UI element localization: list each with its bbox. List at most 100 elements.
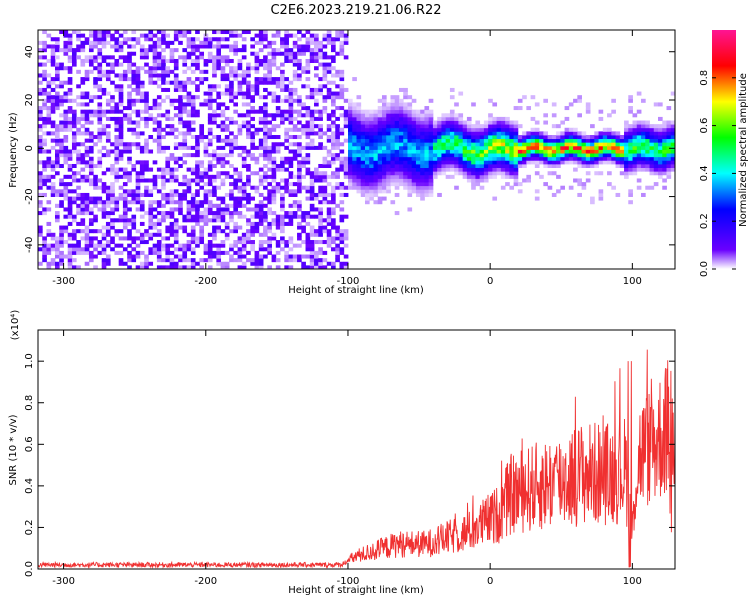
heatmap-cell xyxy=(449,138,455,143)
heatmap-cell xyxy=(645,167,650,172)
heatmap-cell xyxy=(390,182,396,187)
heatmap-cell xyxy=(156,124,162,129)
heatmap-cell xyxy=(360,120,366,125)
heatmap-cell xyxy=(305,37,311,42)
heatmap-cell xyxy=(297,189,302,194)
heatmap-cell xyxy=(454,163,459,168)
heatmap-cell xyxy=(42,138,47,143)
heatmap-cell xyxy=(318,218,323,223)
heatmap-cell xyxy=(195,182,200,187)
heatmap-cell xyxy=(407,106,413,111)
heatmap-cell xyxy=(237,240,243,245)
heatmap-cell xyxy=(88,95,94,100)
heatmap-cell xyxy=(280,240,285,245)
heatmap-cell xyxy=(335,258,340,263)
y-tick-label: 0.0 xyxy=(24,561,35,577)
heatmap-cell xyxy=(496,145,502,150)
heatmap-cell xyxy=(199,185,205,190)
heatmap-cell xyxy=(322,196,328,201)
heatmap-cell xyxy=(118,55,124,60)
heatmap-cell xyxy=(432,131,438,136)
heatmap-cell xyxy=(288,211,294,216)
heatmap-cell xyxy=(360,178,366,183)
heatmap-cell xyxy=(263,44,268,49)
heatmap-cell xyxy=(76,37,81,42)
heatmap-cell xyxy=(471,156,476,161)
heatmap-cell xyxy=(331,196,336,201)
heatmap-cell xyxy=(118,116,124,121)
heatmap-cell xyxy=(551,142,557,147)
colorbar-label: Normalized spectral amplitude xyxy=(738,73,749,227)
heatmap-cell xyxy=(292,40,298,45)
heatmap-cell xyxy=(509,185,515,190)
heatmap-cell xyxy=(207,254,213,259)
heatmap-cell xyxy=(80,62,86,67)
heatmap-cell xyxy=(233,135,238,140)
heatmap-cell xyxy=(568,127,574,132)
heatmap-cell xyxy=(314,196,319,201)
heatmap-cell xyxy=(292,174,298,179)
heatmap-cell xyxy=(220,240,226,245)
heatmap-cell xyxy=(598,131,604,136)
heatmap-cell xyxy=(88,250,94,255)
heatmap-cell xyxy=(598,160,604,165)
heatmap-cell xyxy=(522,131,527,136)
heatmap-cell xyxy=(331,142,336,147)
heatmap-cell xyxy=(339,113,345,118)
heatmap-cell xyxy=(59,102,64,107)
heatmap-cell xyxy=(190,95,196,100)
heatmap-cell xyxy=(42,250,47,255)
heatmap-cell xyxy=(216,185,222,190)
heatmap-cell xyxy=(343,160,349,165)
heatmap-cell xyxy=(407,109,413,114)
heatmap-cell xyxy=(110,247,115,252)
heatmap-cell xyxy=(241,185,247,190)
heatmap-cell xyxy=(356,174,362,179)
heatmap-cell xyxy=(305,142,311,147)
heatmap-cell xyxy=(632,120,638,125)
heatmap-cell xyxy=(653,171,659,176)
heatmap-cell xyxy=(224,192,230,197)
heatmap-cell xyxy=(237,250,243,255)
heatmap-cell xyxy=(76,142,81,147)
heatmap-cell xyxy=(139,192,145,197)
heatmap-cell xyxy=(254,109,260,114)
heatmap-cell xyxy=(122,225,128,230)
heatmap-cell xyxy=(50,236,56,241)
heatmap-cell xyxy=(305,247,311,252)
heatmap-cell xyxy=(246,95,251,100)
heatmap-cell xyxy=(564,149,570,154)
heatmap-cell xyxy=(428,192,434,197)
heatmap-cell xyxy=(63,240,69,245)
heatmap-cell xyxy=(297,167,302,172)
heatmap-cell xyxy=(301,84,306,89)
heatmap-cell xyxy=(509,124,515,129)
heatmap-cell xyxy=(568,135,574,140)
heatmap-cell xyxy=(398,171,404,176)
heatmap-cell xyxy=(318,127,323,132)
heatmap-cell xyxy=(394,127,400,132)
heatmap-cell xyxy=(424,120,430,125)
heatmap-cell xyxy=(509,142,515,147)
heatmap-cell xyxy=(216,156,222,161)
heatmap-cell xyxy=(186,203,192,208)
heatmap-cell xyxy=(254,66,260,71)
heatmap-cell xyxy=(530,156,536,161)
heatmap-cell xyxy=(246,229,251,234)
heatmap-cell xyxy=(122,174,128,179)
heatmap-cell xyxy=(411,98,417,103)
heatmap-cell xyxy=(88,196,94,201)
heatmap-cell xyxy=(275,95,281,100)
heatmap-cell xyxy=(309,37,315,42)
heatmap-cell xyxy=(182,109,188,114)
heatmap-cell xyxy=(229,174,234,179)
heatmap-cell xyxy=(54,124,60,129)
heatmap-cell xyxy=(80,156,86,161)
heatmap-cell xyxy=(585,109,591,114)
heatmap-cell xyxy=(505,142,510,147)
heatmap-cell xyxy=(161,211,166,216)
heatmap-cell xyxy=(233,211,238,216)
heatmap-cell xyxy=(488,120,493,125)
heatmap-cell xyxy=(195,214,200,219)
heatmap-cell xyxy=(237,189,243,194)
